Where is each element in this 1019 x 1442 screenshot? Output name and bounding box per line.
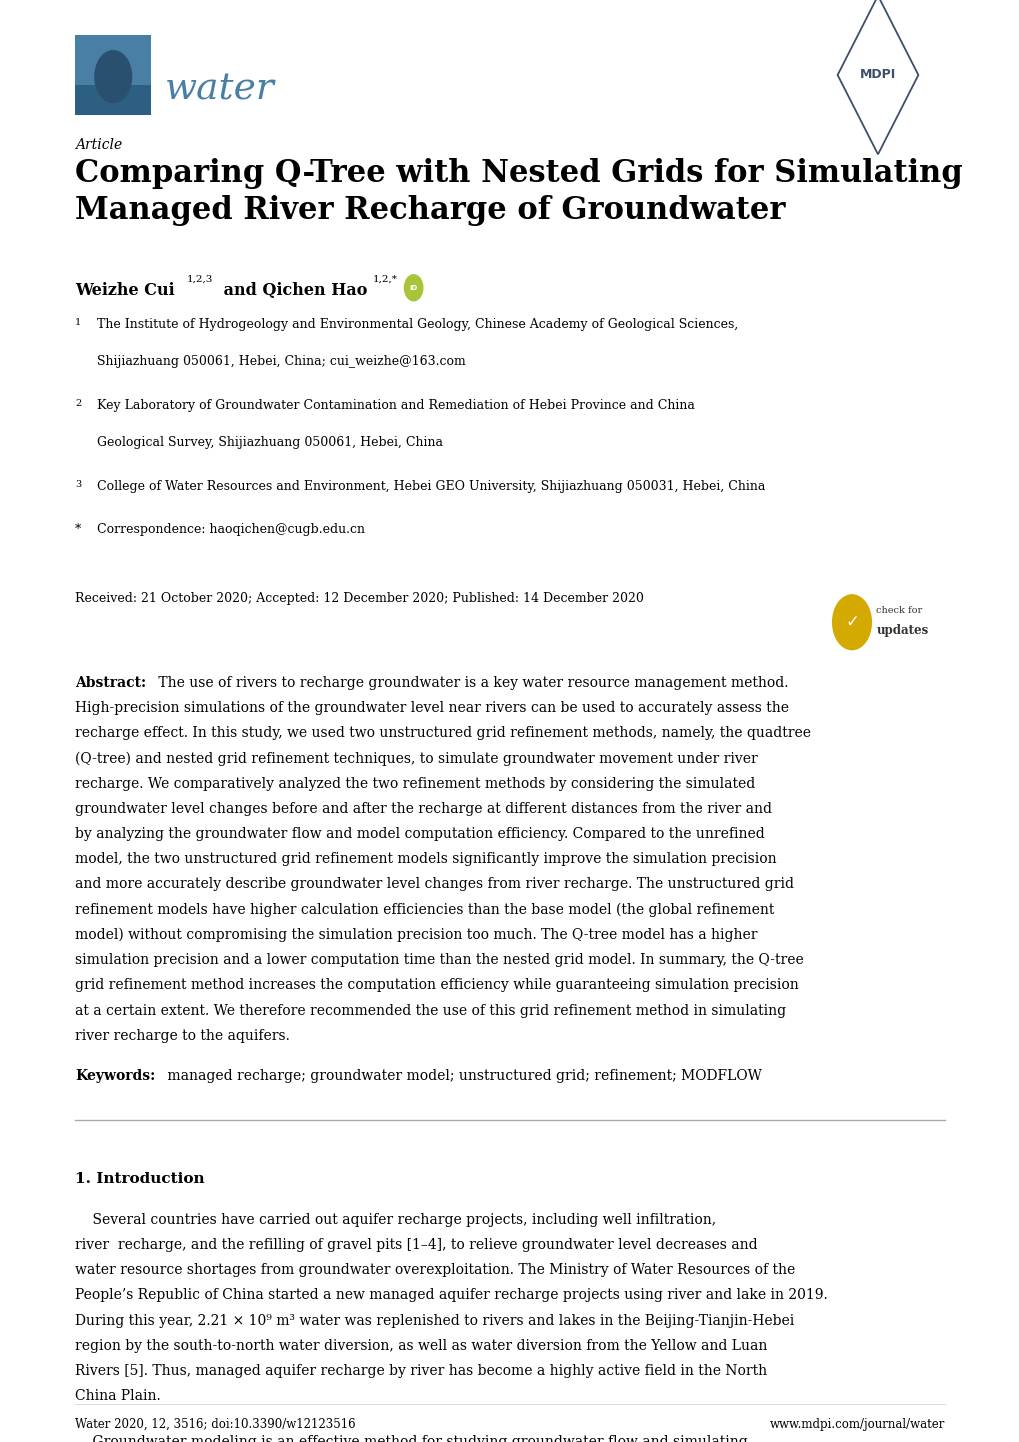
- Text: Keywords:: Keywords:: [75, 1069, 155, 1083]
- Text: recharge. We comparatively analyzed the two refinement methods by considering th: recharge. We comparatively analyzed the …: [75, 777, 754, 790]
- FancyBboxPatch shape: [75, 85, 152, 115]
- Text: river recharge to the aquifers.: river recharge to the aquifers.: [75, 1030, 289, 1043]
- Text: region by the south-to-north water diversion, as well as water diversion from th: region by the south-to-north water diver…: [75, 1340, 766, 1353]
- Text: iD: iD: [409, 284, 418, 291]
- Text: Groundwater modeling is an effective method for studying groundwater flow and si: Groundwater modeling is an effective met…: [75, 1435, 747, 1442]
- Text: groundwater level changes before and after the recharge at different distances f: groundwater level changes before and aft…: [75, 802, 771, 816]
- Text: Shijiazhuang 050061, Hebei, China; cui_weizhe@163.com: Shijiazhuang 050061, Hebei, China; cui_w…: [98, 356, 466, 369]
- Text: by analyzing the groundwater flow and model computation efficiency. Compared to : by analyzing the groundwater flow and mo…: [75, 828, 764, 841]
- Text: 1,2,3: 1,2,3: [187, 275, 213, 284]
- Text: Water 2020, 12, 3516; doi:10.3390/w12123516: Water 2020, 12, 3516; doi:10.3390/w12123…: [75, 1417, 356, 1430]
- Text: model, the two unstructured grid refinement models significantly improve the sim: model, the two unstructured grid refinem…: [75, 852, 775, 867]
- Text: water: water: [165, 72, 274, 108]
- Text: High-precision simulations of the groundwater level near rivers can be used to a: High-precision simulations of the ground…: [75, 701, 789, 715]
- Text: ✓: ✓: [844, 613, 858, 632]
- Circle shape: [405, 275, 423, 301]
- Text: simulation precision and a lower computation time than the nested grid model. In: simulation precision and a lower computa…: [75, 953, 803, 968]
- Polygon shape: [837, 0, 917, 154]
- Circle shape: [95, 50, 131, 102]
- Circle shape: [832, 596, 870, 650]
- Text: refinement models have higher calculation efficiencies than the base model (the : refinement models have higher calculatio…: [75, 903, 773, 917]
- Text: model) without compromising the simulation precision too much. The Q-tree model : model) without compromising the simulati…: [75, 929, 757, 943]
- Text: check for: check for: [875, 607, 922, 616]
- Text: at a certain extent. We therefore recommended the use of this grid refinement me: at a certain extent. We therefore recomm…: [75, 1004, 786, 1018]
- Text: During this year, 2.21 × 10⁹ m³ water was replenished to rivers and lakes in the: During this year, 2.21 × 10⁹ m³ water wa…: [75, 1314, 794, 1328]
- Text: Weizhe Cui: Weizhe Cui: [75, 283, 174, 298]
- Text: Abstract:: Abstract:: [75, 676, 146, 689]
- Text: recharge effect. In this study, we used two unstructured grid refinement methods: recharge effect. In this study, we used …: [75, 727, 810, 740]
- Text: managed recharge; groundwater model; unstructured grid; refinement; MODFLOW: managed recharge; groundwater model; uns…: [163, 1069, 761, 1083]
- Text: *: *: [75, 523, 82, 536]
- Text: 1. Introduction: 1. Introduction: [75, 1172, 205, 1187]
- Text: 1,2,*: 1,2,*: [373, 275, 397, 284]
- Text: 3: 3: [75, 480, 82, 489]
- Text: Correspondence: haoqichen@cugb.edu.cn: Correspondence: haoqichen@cugb.edu.cn: [98, 523, 365, 536]
- Text: Geological Survey, Shijiazhuang 050061, Hebei, China: Geological Survey, Shijiazhuang 050061, …: [98, 437, 443, 450]
- Text: water resource shortages from groundwater overexploitation. The Ministry of Wate: water resource shortages from groundwate…: [75, 1263, 795, 1278]
- Text: 1: 1: [75, 319, 82, 327]
- Text: The Institute of Hydrogeology and Environmental Geology, Chinese Academy of Geol: The Institute of Hydrogeology and Enviro…: [98, 319, 738, 332]
- Text: Rivers [5]. Thus, managed aquifer recharge by river has become a highly active f: Rivers [5]. Thus, managed aquifer rechar…: [75, 1364, 766, 1379]
- Text: MDPI: MDPI: [859, 69, 896, 82]
- Text: Key Laboratory of Groundwater Contamination and Remediation of Hebei Province an: Key Laboratory of Groundwater Contaminat…: [98, 399, 695, 412]
- Text: 2: 2: [75, 399, 82, 408]
- Text: and more accurately describe groundwater level changes from river recharge. The : and more accurately describe groundwater…: [75, 878, 793, 891]
- Text: www.mdpi.com/journal/water: www.mdpi.com/journal/water: [769, 1417, 944, 1430]
- Text: Received: 21 October 2020; Accepted: 12 December 2020; Published: 14 December 20: Received: 21 October 2020; Accepted: 12 …: [75, 593, 643, 606]
- Text: (Q-tree) and nested grid refinement techniques, to simulate groundwater movement: (Q-tree) and nested grid refinement tech…: [75, 751, 757, 766]
- FancyBboxPatch shape: [75, 35, 152, 115]
- Text: and Qichen Hao: and Qichen Hao: [218, 283, 367, 298]
- Text: grid refinement method increases the computation efficiency while guaranteeing s: grid refinement method increases the com…: [75, 979, 798, 992]
- Text: Several countries have carried out aquifer recharge projects, including well inf: Several countries have carried out aquif…: [75, 1213, 715, 1227]
- Text: updates: updates: [875, 624, 928, 637]
- Text: China Plain.: China Plain.: [75, 1390, 161, 1403]
- Text: Comparing Q-Tree with Nested Grids for Simulating
Managed River Recharge of Grou: Comparing Q-Tree with Nested Grids for S…: [75, 159, 962, 226]
- Text: river  recharge, and the refilling of gravel pits [1–4], to relieve groundwater : river recharge, and the refilling of gra…: [75, 1239, 757, 1252]
- Text: The use of rivers to recharge groundwater is a key water resource management met: The use of rivers to recharge groundwate…: [154, 676, 788, 689]
- Text: College of Water Resources and Environment, Hebei GEO University, Shijiazhuang 0: College of Water Resources and Environme…: [98, 480, 765, 493]
- Text: Article: Article: [75, 138, 122, 151]
- Text: People’s Republic of China started a new managed aquifer recharge projects using: People’s Republic of China started a new…: [75, 1289, 827, 1302]
